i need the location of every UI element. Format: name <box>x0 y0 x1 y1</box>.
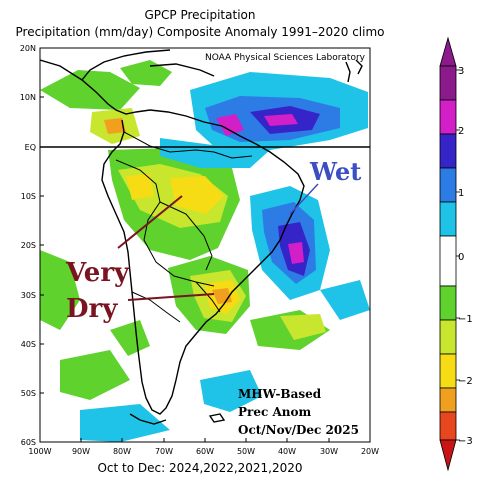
lon-label: 40W <box>278 447 296 456</box>
shade-yellowgreen-south-atlantic <box>280 314 326 340</box>
shade-yellow-central-brazil <box>170 176 224 214</box>
lat-label: 40S <box>21 340 36 349</box>
colorbar-label: 0 <box>458 252 464 263</box>
mhw-line2: Prec Anom <box>238 405 312 419</box>
colorbar-band <box>439 99 457 135</box>
shade-cyan-north-brazil <box>160 138 270 168</box>
dry-annotation: Dry <box>66 294 118 324</box>
colorbar-band <box>439 285 457 321</box>
border-chile-argentina <box>131 291 181 323</box>
coastlines <box>40 49 363 425</box>
colorbar-band <box>439 353 457 389</box>
lon-label: 50W <box>237 447 255 456</box>
colorbar-band <box>439 235 457 287</box>
lat-label: 20S <box>21 241 36 250</box>
lon-label: 20W <box>361 447 379 456</box>
credit-label: NOAA Physical Sciences Laboratory <box>205 53 366 63</box>
lon-label: 70W <box>155 447 173 456</box>
colorbar-band <box>439 65 457 101</box>
season-years-caption: Oct to Dec: 2024,2022,2021,2020 <box>97 461 303 475</box>
lat-label: 20N <box>20 44 36 53</box>
very-dry-arrow-south <box>127 293 215 301</box>
border-bolivia-brazil <box>159 201 213 271</box>
anomaly-shading <box>40 48 370 442</box>
colorbar-band <box>439 133 457 169</box>
shade-cyan-far-atlantic <box>320 280 370 320</box>
lon-label: 80W <box>113 447 131 456</box>
longitude-labels: 100W 90W 80W 70W 60W 50W 40W 30W 20W <box>28 447 379 456</box>
wet-arrow <box>289 183 319 215</box>
mhw-line1: MHW-Based <box>238 387 322 401</box>
south-america-coast <box>40 59 305 415</box>
cape-verde <box>355 59 363 75</box>
shade-yellow-peru <box>126 174 154 200</box>
lon-label: 30W <box>320 447 338 456</box>
tierra-del-fuego <box>129 413 167 425</box>
west-africa-coast <box>345 61 351 83</box>
very-dry-arrow-north <box>117 195 183 249</box>
caribbean-islands <box>149 63 215 77</box>
lon-label: 90W <box>72 447 90 456</box>
lat-label: 30S <box>21 291 36 300</box>
border-argentina-north <box>143 239 215 287</box>
shade-green-caribbean <box>120 60 172 86</box>
colorbar-band <box>439 201 457 237</box>
colorbar-labels: 3 2 1 0 −1 −2 −3 <box>458 66 473 447</box>
lat-label: EQ <box>25 143 36 152</box>
lat-label: 50S <box>21 389 36 398</box>
lat-label: 60S <box>21 438 36 447</box>
colorbar-band <box>439 167 457 203</box>
colorbar-label: −1 <box>458 314 473 325</box>
latitude-labels: 20N 10N EQ 10S 20S 30S 40S 50S 60S <box>20 44 36 447</box>
central-america-coast <box>81 49 171 81</box>
shade-green-pacific-west <box>40 250 80 330</box>
colorbar-label: −2 <box>458 376 473 387</box>
shade-orange-colombia <box>104 118 126 134</box>
colorbar-band <box>439 387 457 413</box>
lon-label: 100W <box>28 447 51 456</box>
colorbar <box>439 36 460 472</box>
shade-green-pacific-north <box>40 70 140 110</box>
lat-label: 10N <box>20 93 36 102</box>
shade-cyan-south-atlantic <box>200 370 262 412</box>
colorbar-label: 3 <box>458 66 464 77</box>
colorbar-label: 1 <box>458 188 464 199</box>
shade-magenta-atlantic <box>264 114 298 126</box>
lon-label: 60W <box>196 447 214 456</box>
border-uruguay <box>195 281 221 313</box>
very-annotation: Very <box>65 258 130 288</box>
mhw-line3: Oct/Nov/Dec 2025 <box>238 423 359 437</box>
lat-label: 10S <box>21 192 36 201</box>
colorbar-band <box>439 319 457 355</box>
shade-green-chile <box>110 320 150 356</box>
colorbar-top-triangle <box>439 36 457 67</box>
colorbar-bottom-triangle <box>439 439 457 472</box>
border-guianas <box>213 151 253 159</box>
border-north <box>123 131 215 153</box>
axis-tick-marks <box>39 47 371 443</box>
map-title: GPCP Precipitation <box>144 8 256 22</box>
map-subtitle: Precipitation (mm/day) Composite Anomaly… <box>15 25 385 39</box>
colorbar-label: −3 <box>458 436 473 447</box>
shade-cyan-southern-ocean <box>80 404 170 442</box>
falklands <box>208 413 226 423</box>
colorbar-label: 2 <box>458 126 464 137</box>
colorbar-band <box>439 411 457 441</box>
shade-magenta-east-brazil <box>288 242 304 264</box>
shade-magenta-guiana <box>216 114 244 136</box>
wet-annotation: Wet <box>309 157 361 186</box>
shade-green-southeast-pacific <box>60 350 130 400</box>
